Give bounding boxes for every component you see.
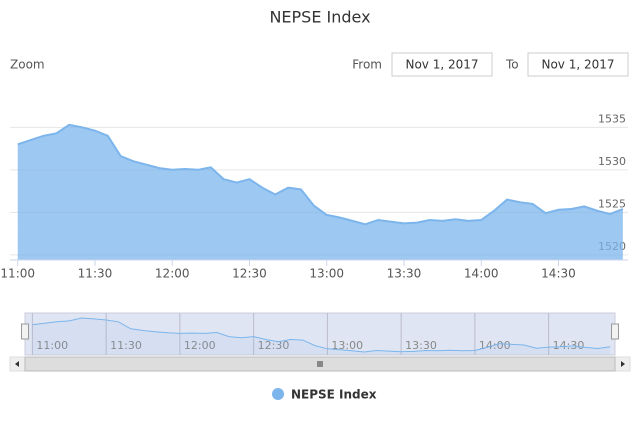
navigator-tick-label: 12:00 bbox=[184, 339, 216, 352]
navigator-line bbox=[32, 317, 611, 353]
from-input[interactable] bbox=[391, 52, 493, 77]
to-value: Nov 1, 2017 bbox=[541, 58, 614, 72]
zoom-label: Zoom bbox=[10, 58, 45, 72]
scroll-grip bbox=[317, 361, 323, 367]
chart-title: NEPSE Index bbox=[269, 8, 370, 27]
x-tick-label: 13:30 bbox=[387, 267, 422, 281]
navigator-area bbox=[32, 318, 611, 355]
from-label: From bbox=[352, 58, 382, 72]
to-input[interactable] bbox=[527, 52, 629, 77]
from-value: Nov 1, 2017 bbox=[405, 58, 478, 72]
navigator-tick-label: 11:30 bbox=[110, 339, 142, 352]
navigator-tick-label: 14:30 bbox=[553, 339, 585, 352]
to-label: To bbox=[505, 58, 519, 72]
scroll-left-arrow[interactable] bbox=[15, 361, 19, 367]
y-tick-label: 1525 bbox=[598, 197, 626, 210]
navigator-handle bbox=[21, 323, 29, 340]
navigator[interactable]: 11:00 11:30 12:00 12:30 13:00 13:30 14:00 14:30 bbox=[21, 312, 619, 356]
navigator-mask bbox=[24, 312, 616, 356]
area-fill bbox=[17, 124, 623, 260]
x-tick-label: 12:00 bbox=[155, 267, 190, 281]
area-line bbox=[17, 123, 624, 226]
y-tick-label: 1535 bbox=[598, 112, 626, 125]
scrollbar[interactable] bbox=[9, 356, 631, 372]
x-tick-label: 14:30 bbox=[541, 267, 576, 281]
x-tick-label: 12:30 bbox=[232, 267, 267, 281]
scroll-right-arrow[interactable] bbox=[621, 361, 625, 367]
legend-label[interactable]: NEPSE Index bbox=[291, 388, 377, 402]
legend-symbol[interactable] bbox=[272, 388, 284, 400]
navigator-handle bbox=[611, 323, 619, 340]
plot-area: 152015251530153511:0011:3012:0012:3013:0… bbox=[0, 112, 628, 281]
x-tick-label: 14:00 bbox=[464, 267, 499, 281]
x-tick-label: 11:30 bbox=[78, 267, 113, 281]
x-tick-label: 13:00 bbox=[309, 267, 344, 281]
navigator-tick-label: 13:30 bbox=[405, 339, 437, 352]
navigator-tick-label: 11:00 bbox=[36, 339, 68, 352]
navigator-tick-label: 12:30 bbox=[258, 339, 290, 352]
y-tick-label: 1530 bbox=[598, 155, 626, 168]
navigator-tick-label: 13:00 bbox=[331, 339, 363, 352]
x-tick-label: 11:00 bbox=[0, 267, 35, 281]
